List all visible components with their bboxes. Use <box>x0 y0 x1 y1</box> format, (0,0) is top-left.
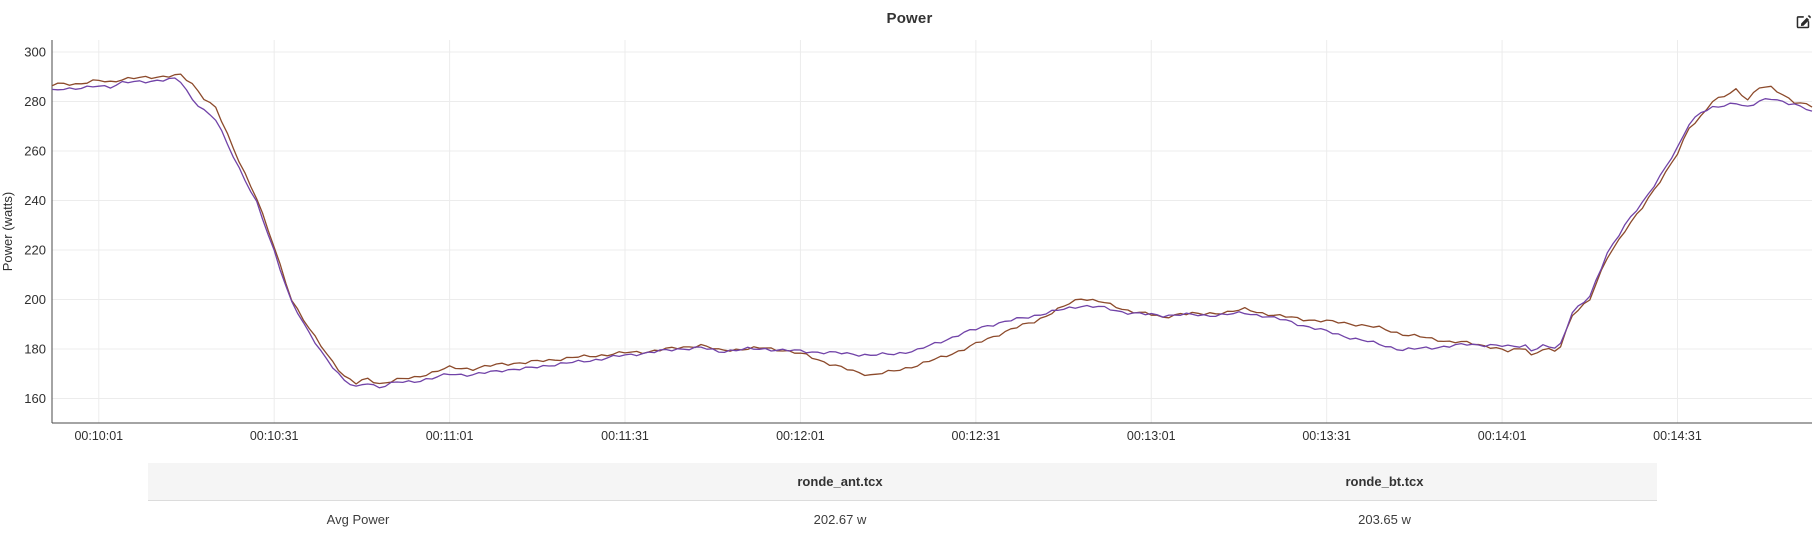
summary-table-row-avg-power: Avg Power 202.67 w 203.65 w <box>148 501 1657 538</box>
x-tick-label: 00:11:31 <box>601 429 649 443</box>
y-tick-label: 260 <box>24 144 46 159</box>
power-chart[interactable]: 300 280 260 240 220 200 180 160 00:10:01 00:10:31… <box>0 0 1819 450</box>
summary-header-ronde-ant: ronde_ant.tcx <box>797 474 883 489</box>
summary-table-header-row: ronde_ant.tcx ronde_bt.tcx <box>148 463 1657 501</box>
avg-power-value-ant: 202.67 w <box>813 512 867 527</box>
x-tick-label: 00:14:31 <box>1653 429 1702 443</box>
x-tick-label: 00:12:01 <box>776 429 825 443</box>
y-tick-label: 200 <box>24 292 46 307</box>
y-tick-label: 240 <box>24 193 46 208</box>
x-tick-label: 00:10:31 <box>250 429 299 443</box>
power-chart-panel: Power 300 280 260 240 220 200 180 160 00:10:01 00… <box>0 0 1819 450</box>
chart-title: Power <box>886 10 933 27</box>
x-tick-label: 00:13:31 <box>1302 429 1351 443</box>
y-tick-label: 280 <box>24 94 46 109</box>
summary-header-ronde-bt: ronde_bt.tcx <box>1345 474 1424 489</box>
avg-power-value-bt: 203.65 w <box>1358 512 1411 527</box>
edit-chart-icon[interactable] <box>1796 13 1813 30</box>
y-tick-label: 220 <box>24 243 46 258</box>
x-tick-label: 00:11:01 <box>426 429 474 443</box>
series-line <box>51 77 1813 389</box>
x-tick-label: 00:14:01 <box>1478 429 1527 443</box>
x-tick-label: 00:13:01 <box>1127 429 1176 443</box>
x-tick-label: 00:12:31 <box>952 429 1001 443</box>
y-tick-label: 300 <box>24 45 46 60</box>
y-tick-label: 160 <box>24 391 46 406</box>
y-axis-title: Power (watts) <box>0 192 15 271</box>
y-tick-label: 180 <box>24 342 46 357</box>
summary-header-empty <box>148 463 568 500</box>
series-line <box>51 73 1813 385</box>
x-tick-label: 00:10:01 <box>74 429 123 443</box>
summary-table: ronde_ant.tcx ronde_bt.tcx Avg Power 202… <box>148 463 1657 538</box>
avg-power-label: Avg Power <box>326 512 390 527</box>
